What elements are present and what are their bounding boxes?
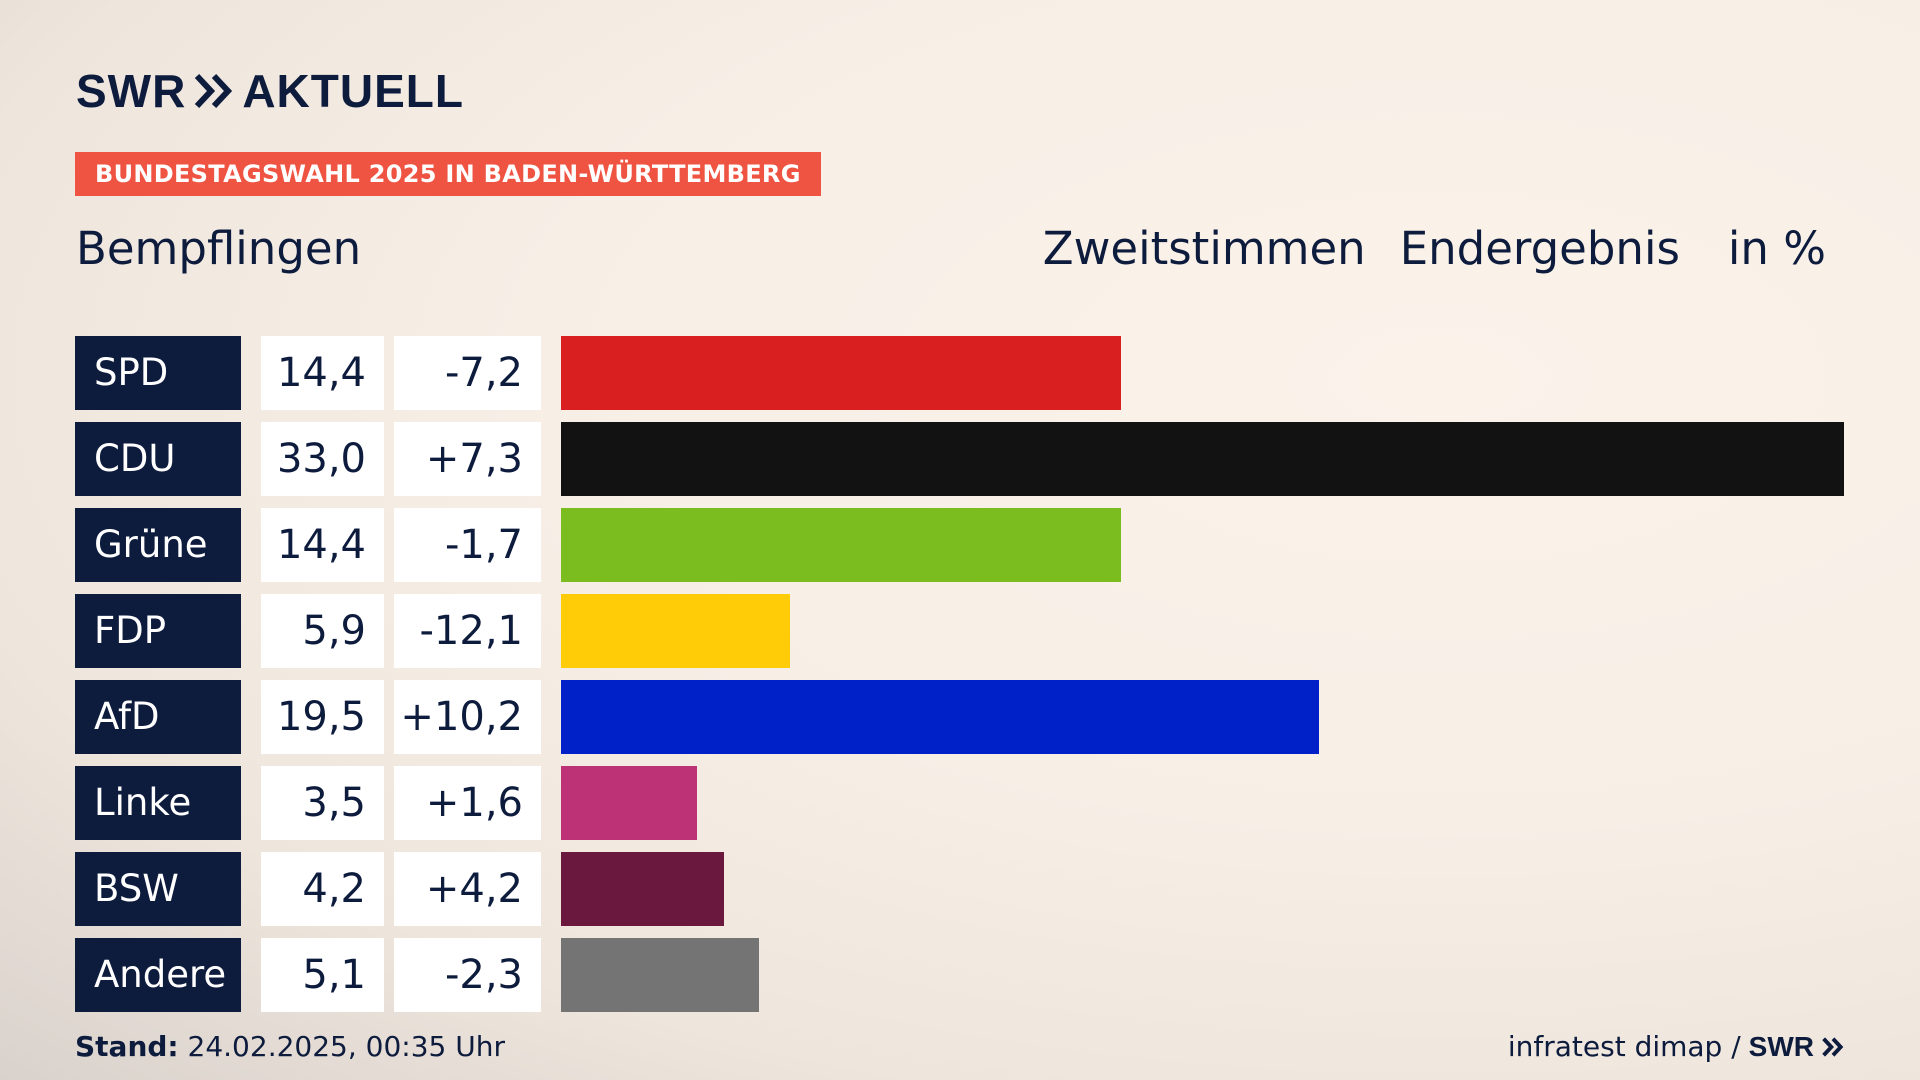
- party-label: BSW: [75, 852, 241, 926]
- chart-header: Zweitstimmen Endergebnis in %: [1043, 222, 1826, 275]
- party-label: Linke: [75, 766, 241, 840]
- footer-source: infratest dimap / SWR: [1508, 1030, 1844, 1063]
- vote-change-value: +1,6: [394, 766, 541, 840]
- party-label: Grüne: [75, 508, 241, 582]
- status-label: Endergebnis: [1399, 222, 1680, 275]
- result-bar: [561, 594, 790, 668]
- result-bar: [561, 422, 1844, 496]
- double-chevron-icon: [195, 73, 233, 109]
- party-label: SPD: [75, 336, 241, 410]
- stand-value: 24.02.2025, 00:35 Uhr: [187, 1030, 505, 1063]
- vote-share-value: 19,5: [261, 680, 384, 754]
- result-bar: [561, 852, 724, 926]
- election-badge: BUNDESTAGSWAHL 2025 IN BADEN-WÜRTTEMBERG: [75, 152, 821, 196]
- result-bar: [561, 680, 1319, 754]
- vote-share-value: 14,4: [261, 508, 384, 582]
- party-label: CDU: [75, 422, 241, 496]
- location-title: Bempflingen: [76, 222, 362, 275]
- party-label: Andere: [75, 938, 241, 1012]
- vote-change-value: -12,1: [394, 594, 541, 668]
- source-label: infratest dimap /: [1507, 1030, 1741, 1063]
- stand-label: Stand:: [75, 1030, 179, 1063]
- swr-aktuell-logo: SWR AKTUELL: [76, 68, 464, 114]
- footer-swr-logo: SWR: [1748, 1030, 1814, 1062]
- vote-change-value: -2,3: [394, 938, 541, 1012]
- double-chevron-icon: [1822, 1036, 1844, 1057]
- unit-label: in %: [1727, 222, 1826, 275]
- vote-change-value: +7,3: [394, 422, 541, 496]
- vote-change-value: -7,2: [394, 336, 541, 410]
- vote-share-value: 5,1: [261, 938, 384, 1012]
- vote-change-value: +4,2: [394, 852, 541, 926]
- party-label: AfD: [75, 680, 241, 754]
- vote-share-value: 33,0: [261, 422, 384, 496]
- result-bar: [561, 336, 1121, 410]
- vote-share-value: 5,9: [261, 594, 384, 668]
- result-bar: [561, 508, 1121, 582]
- party-label: FDP: [75, 594, 241, 668]
- vote-share-value: 3,5: [261, 766, 384, 840]
- footer-stand: Stand: 24.02.2025, 00:35 Uhr: [75, 1030, 505, 1063]
- logo-aktuell-text: AKTUELL: [242, 65, 464, 117]
- vote-change-value: +10,2: [394, 680, 541, 754]
- vote-type-label: Zweitstimmen: [1042, 222, 1366, 275]
- result-bar: [561, 938, 759, 1012]
- vote-share-value: 4,2: [261, 852, 384, 926]
- result-bar: [561, 766, 697, 840]
- vote-change-value: -1,7: [394, 508, 541, 582]
- logo-swr-text: SWR: [76, 65, 187, 117]
- vote-share-value: 14,4: [261, 336, 384, 410]
